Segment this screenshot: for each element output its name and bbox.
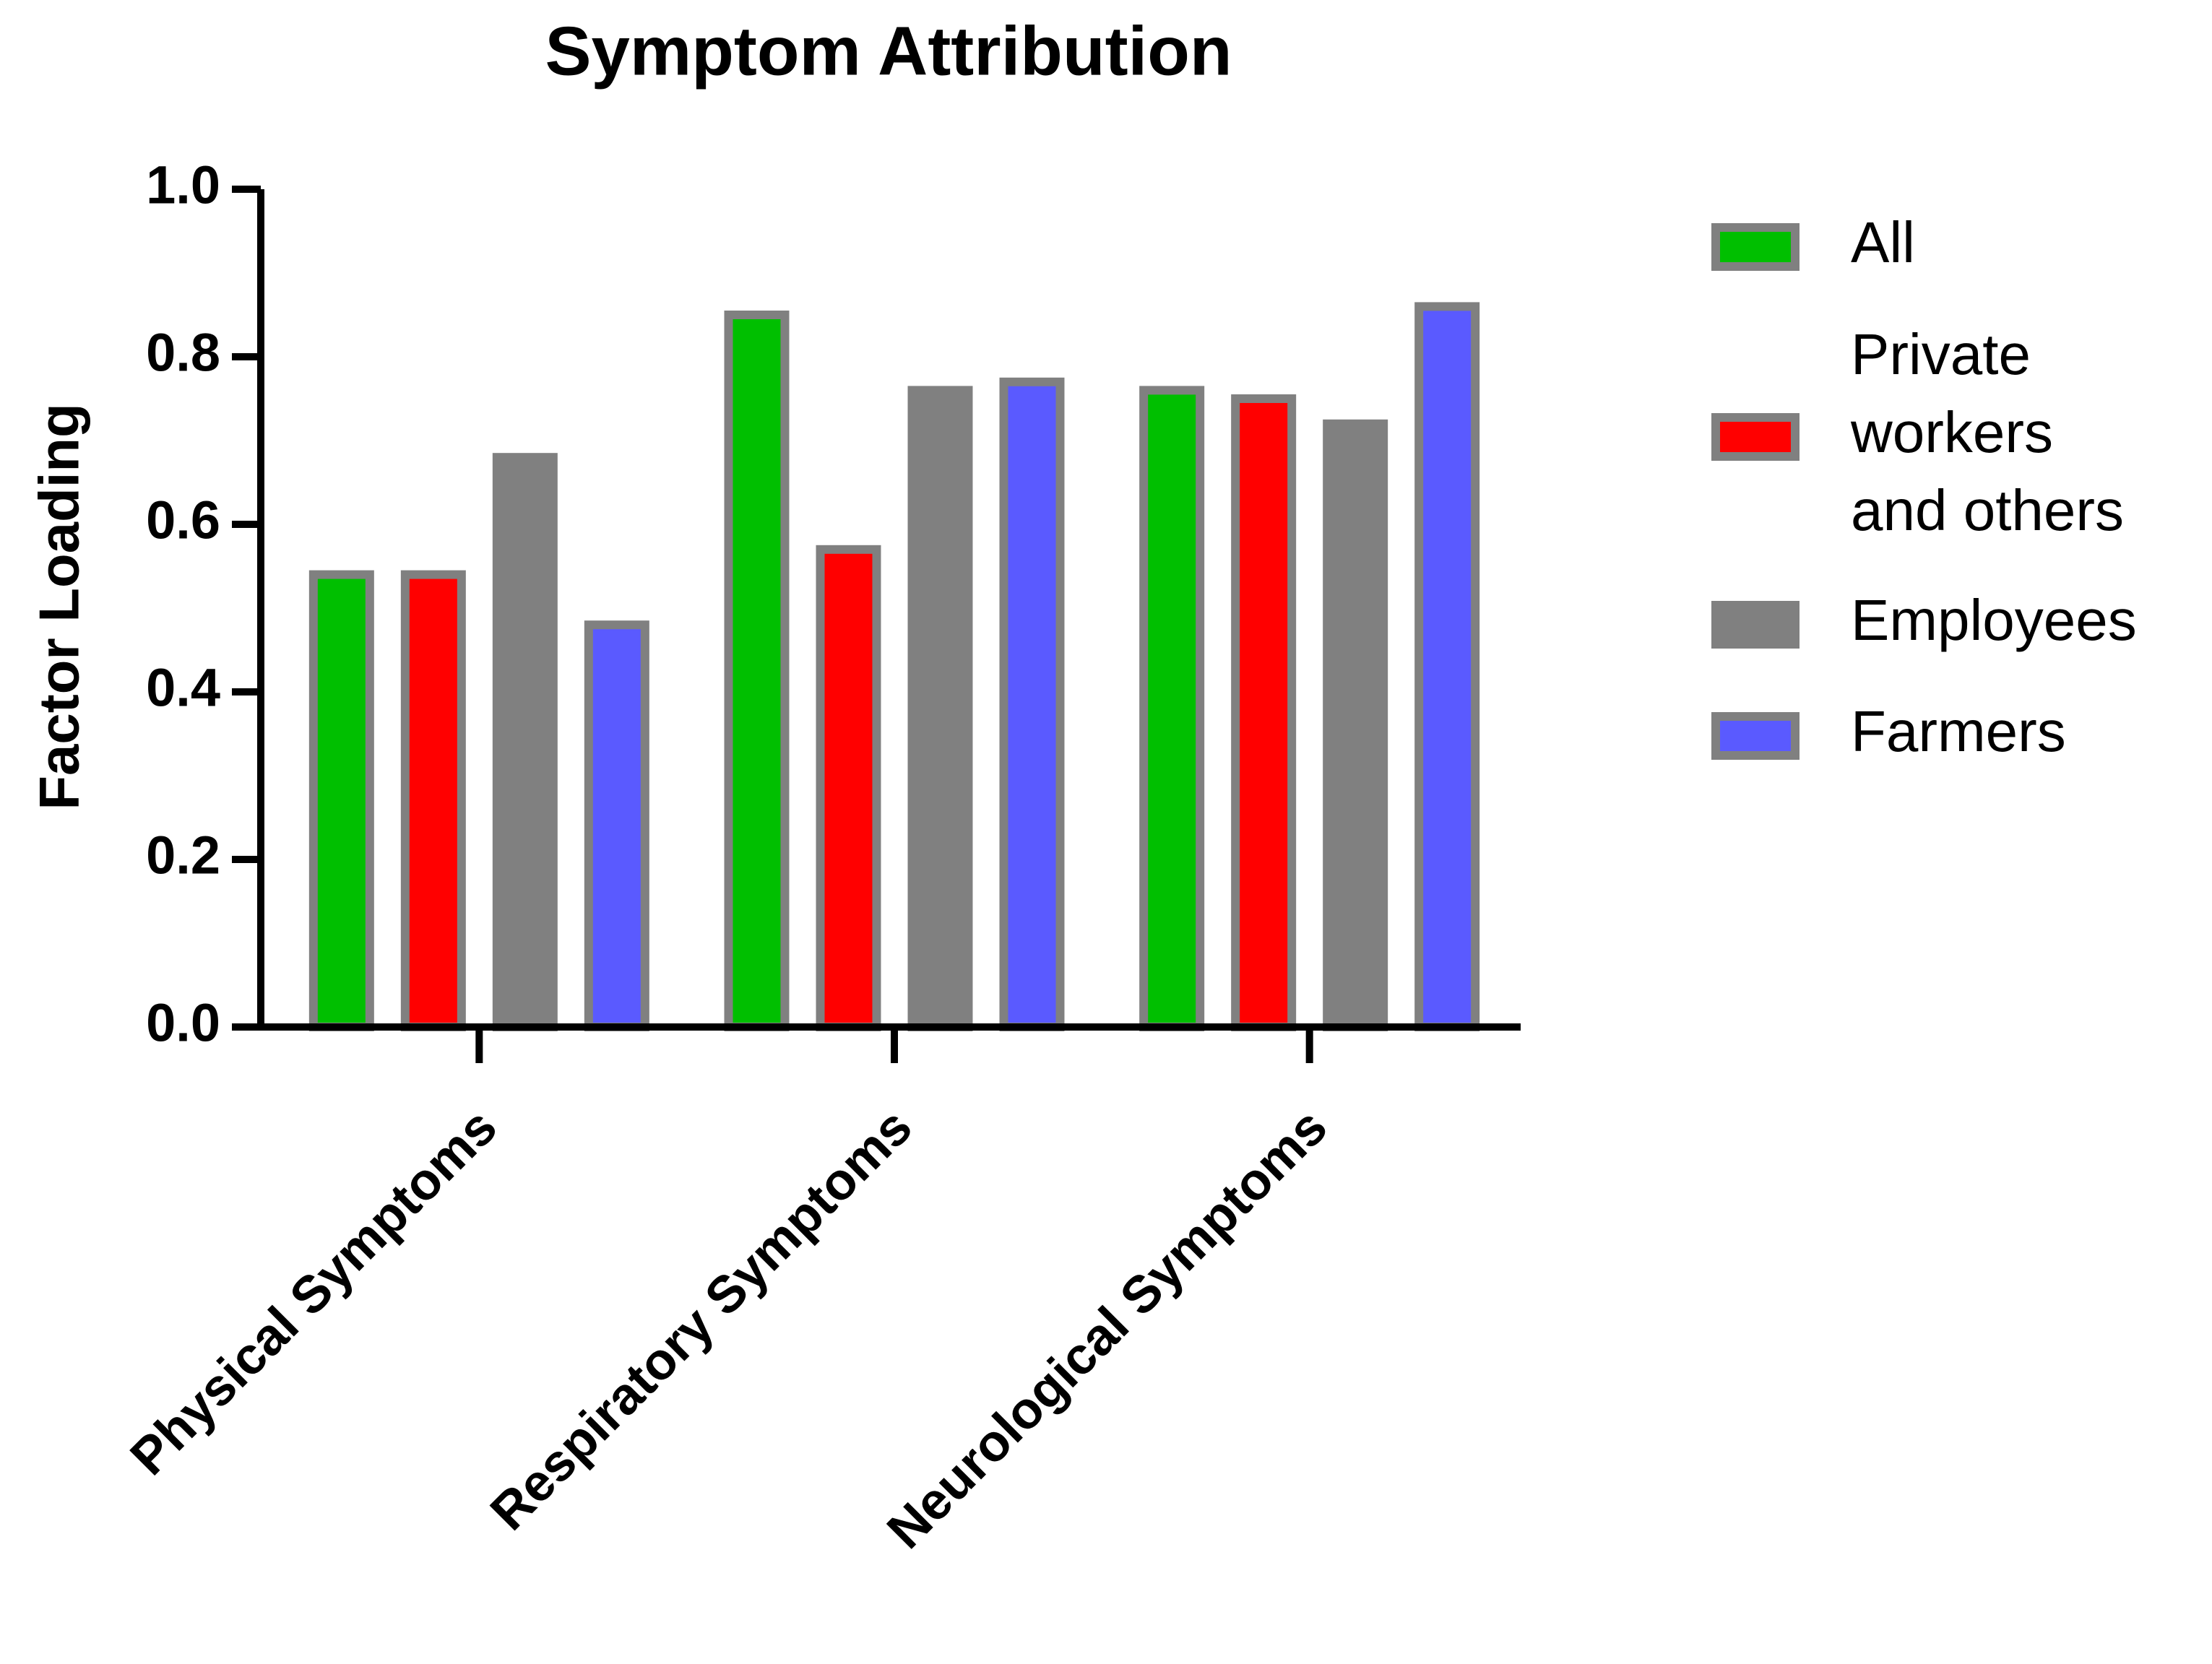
bar (999, 377, 1065, 1031)
legend-label: Farmers (1851, 699, 2066, 763)
y-tick-label: 0.0 (146, 993, 220, 1053)
bar (1323, 419, 1388, 1031)
y-tick-label: 0.6 (146, 490, 220, 550)
bar (1414, 302, 1480, 1031)
legend-swatch (1711, 413, 1800, 461)
y-axis-label: Factor Loading (27, 403, 91, 810)
y-tick-label: 0.2 (146, 826, 220, 885)
bar (907, 386, 973, 1031)
bar (1231, 394, 1297, 1031)
legend-swatch (1711, 223, 1800, 271)
bar (816, 545, 881, 1031)
bar (1139, 386, 1205, 1031)
x-tick-label: Respiratory Symptoms (480, 1098, 923, 1541)
legend-label: Employees (1851, 588, 2137, 652)
bar (492, 453, 558, 1031)
legend-label: Private workers and others (1850, 322, 2124, 542)
bar (308, 570, 374, 1031)
y-tick-label: 1.0 (146, 155, 220, 215)
legend-swatch (1711, 712, 1800, 760)
y-tick-label: 0.8 (146, 323, 220, 383)
x-tick-label: Physical Symptoms (119, 1098, 508, 1486)
bar (584, 620, 649, 1031)
bar (400, 570, 466, 1031)
legend-swatch (1711, 601, 1800, 649)
chart-title: Symptom Attribution (545, 12, 1232, 90)
bar (724, 311, 790, 1031)
y-tick-label: 0.4 (146, 658, 220, 718)
legend-label: All (1851, 210, 1915, 274)
x-tick-label: Neurological Symptoms (876, 1098, 1338, 1559)
